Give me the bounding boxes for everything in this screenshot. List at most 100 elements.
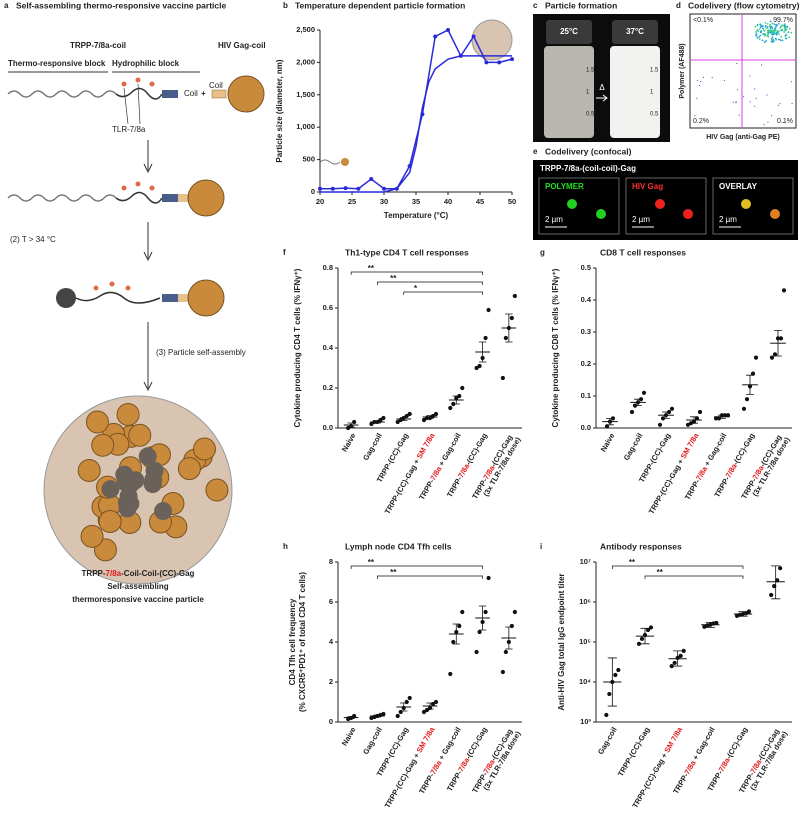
gag-protein: [91, 433, 115, 457]
label: (3) Particle self-assembly: [156, 348, 246, 357]
point: [512, 609, 517, 615]
error-bar: [505, 313, 513, 343]
event: [754, 105, 756, 107]
label: TLR-7/8a: [112, 125, 146, 134]
event: [700, 80, 702, 83]
event: [791, 102, 793, 105]
point: [477, 363, 482, 369]
point: [713, 416, 719, 421]
y-axis-label: Anti-HIV Gag total IgG endpoint titer: [557, 573, 566, 710]
gag-protein: [187, 279, 225, 317]
event: [777, 104, 779, 107]
point: [681, 648, 686, 653]
point: [672, 660, 677, 666]
point: [474, 365, 479, 371]
point: [503, 649, 508, 655]
event: [783, 24, 786, 27]
event: [762, 29, 765, 31]
y-tick-label: 0.0: [581, 423, 591, 432]
panel-title: Codelivery (confocal): [545, 146, 632, 156]
scale-label: 1.5: [586, 68, 595, 74]
aggregate: [56, 288, 76, 308]
error-bar: [426, 415, 434, 419]
vial-turbid: [610, 46, 660, 138]
y-tick-label: 1,000: [296, 122, 315, 131]
error-bar: [690, 416, 698, 424]
polymer-chain: [7, 194, 117, 202]
event: [783, 23, 786, 26]
y-tick-label: 0.3: [581, 327, 591, 336]
point: [604, 424, 610, 429]
event: [755, 34, 757, 37]
point: [448, 405, 453, 411]
x-tick-label: Gag-coil: [596, 725, 619, 755]
point: [694, 416, 700, 421]
arrow: [143, 140, 153, 174]
point: [407, 695, 412, 701]
event: [765, 27, 768, 30]
event: [754, 88, 756, 90]
coil: [178, 294, 190, 302]
event: [766, 26, 769, 28]
point: [781, 288, 787, 293]
point: [484, 60, 489, 65]
y-tick-label: 0.4: [323, 343, 334, 352]
gag-protein: [192, 437, 216, 461]
event: [788, 27, 791, 30]
chart-title: Temperature dependent particle formation: [295, 0, 465, 10]
y-tick-label: 0.8: [323, 263, 333, 272]
x-tick-label: TRPP-(CC)-Gag + SM 7/8a: [383, 431, 437, 516]
point: [678, 653, 683, 658]
event: [694, 115, 696, 117]
point: [343, 186, 348, 191]
core: [154, 502, 173, 521]
point: [769, 355, 775, 360]
scale-label: 1: [650, 90, 654, 96]
y-tick-label: 6: [329, 597, 333, 606]
hydrophilic-chain: [75, 291, 161, 304]
panel-letter: g: [540, 248, 545, 257]
y-axis-label: Cytokine producing CD8 T cells (% IFNγ⁺): [551, 268, 560, 427]
point: [433, 34, 438, 39]
event: [758, 38, 761, 41]
point: [500, 669, 505, 675]
arrow: [143, 322, 153, 392]
significance-label: **: [390, 274, 397, 283]
arrow: [143, 222, 153, 262]
event: [776, 30, 779, 32]
error-bar: [746, 374, 754, 395]
event: [764, 21, 767, 24]
significance-label: **: [657, 568, 664, 577]
error-bar: [373, 714, 382, 718]
significance-label: **: [629, 558, 636, 567]
point: [725, 413, 731, 418]
event: [770, 40, 773, 43]
event: [771, 33, 773, 36]
point: [657, 422, 663, 427]
point: [775, 578, 780, 583]
event: [768, 30, 771, 33]
event: [787, 31, 790, 33]
error-bar: [347, 716, 355, 719]
event: [761, 39, 764, 42]
panel-letter: h: [283, 542, 288, 551]
gag-protein: [128, 423, 152, 447]
event: [749, 75, 751, 77]
y-tick-label: 10⁴: [579, 677, 591, 686]
error-bar: [606, 418, 614, 426]
event: [774, 26, 777, 29]
point: [352, 419, 357, 425]
point: [407, 411, 412, 417]
quadrant-label: 99.7%: [773, 17, 793, 24]
point: [395, 713, 400, 719]
error-bar: [771, 565, 781, 600]
y-axis-label: CD4 Tfh cell frequency: [288, 598, 297, 685]
scale-bar-label: 2 µm: [632, 215, 650, 224]
vial-clear: [544, 46, 594, 138]
x-tick-label: 50: [508, 197, 516, 206]
event: [735, 101, 737, 103]
y-tick-label: 0.6: [323, 303, 333, 312]
error-bar: [452, 395, 460, 405]
scale-bar-label: 2 µm: [545, 215, 563, 224]
